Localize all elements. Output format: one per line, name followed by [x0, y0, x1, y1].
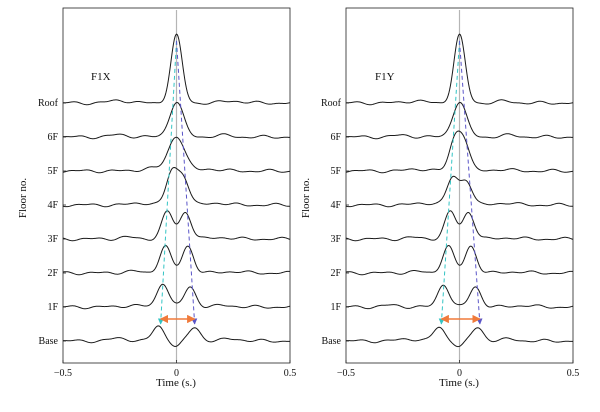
x-axis-title: Time (s.)	[156, 377, 196, 389]
trace-4f	[62, 167, 291, 208]
y-tick-label-roof: Roof	[321, 98, 342, 109]
cyan-dashed-arrow	[157, 40, 177, 325]
y-tick-label-6f: 6F	[47, 132, 58, 143]
cyan-dashed-arrow	[438, 40, 460, 325]
trace-4f	[345, 175, 574, 208]
y-tick-label-5f: 5F	[47, 166, 58, 177]
panel-title: F1X	[91, 71, 111, 83]
trace-6f	[345, 101, 574, 140]
y-tick-label-1f: 1F	[47, 302, 58, 313]
y-tick-label-2f: 2F	[47, 268, 58, 279]
x-tick-label: −0.5	[337, 368, 355, 379]
y-tick-label-5f: 5F	[330, 166, 341, 177]
trace-roof	[345, 33, 574, 106]
trace-6f	[62, 101, 291, 140]
trace-base	[345, 326, 574, 348]
trace-5f	[345, 130, 574, 174]
x-tick-label: 0.5	[567, 368, 580, 379]
y-axis-title: Floor no.	[17, 178, 29, 219]
trace-2f	[62, 245, 291, 276]
trace-1f	[345, 284, 574, 310]
y-tick-label-4f: 4F	[330, 200, 341, 211]
y-tick-label-base: Base	[39, 336, 59, 347]
panel-f1y: F1Y Time (s.) Floor no. −0.5 0 0.5 Base …	[300, 7, 580, 389]
trace-1f	[62, 283, 291, 310]
y-tick-label-6f: 6F	[330, 132, 341, 143]
x-tick-label: 0	[457, 368, 462, 379]
y-tick-label-roof: Roof	[38, 98, 59, 109]
x-tick-label: 0	[174, 368, 179, 379]
x-tick-label: 0.5	[284, 368, 297, 379]
panel-f1x: F1X Time (s.) Floor no. −0.5 0 0.5 Base …	[17, 7, 297, 389]
blue-dashed-arrow	[459, 40, 483, 325]
y-tick-label-2f: 2F	[330, 268, 341, 279]
blue-dashed-arrow	[176, 40, 198, 325]
trace-3f	[62, 210, 291, 242]
panel-title: F1Y	[375, 71, 395, 83]
y-axis-title: Floor no.	[300, 178, 312, 219]
trace-base	[62, 325, 291, 347]
trace-roof	[62, 33, 291, 106]
trace-3f	[345, 210, 574, 242]
plot-layer	[345, 10, 574, 363]
trace-5f	[62, 136, 291, 174]
trace-2f	[345, 245, 574, 276]
y-tick-label-4f: 4F	[47, 200, 58, 211]
y-tick-label-base: Base	[322, 336, 342, 347]
x-tick-label: −0.5	[54, 368, 72, 379]
plot-layer	[62, 10, 291, 363]
x-axis-title: Time (s.)	[439, 377, 479, 389]
y-tick-label-3f: 3F	[330, 234, 341, 245]
y-tick-label-1f: 1F	[330, 302, 341, 313]
y-tick-label-3f: 3F	[47, 234, 58, 245]
